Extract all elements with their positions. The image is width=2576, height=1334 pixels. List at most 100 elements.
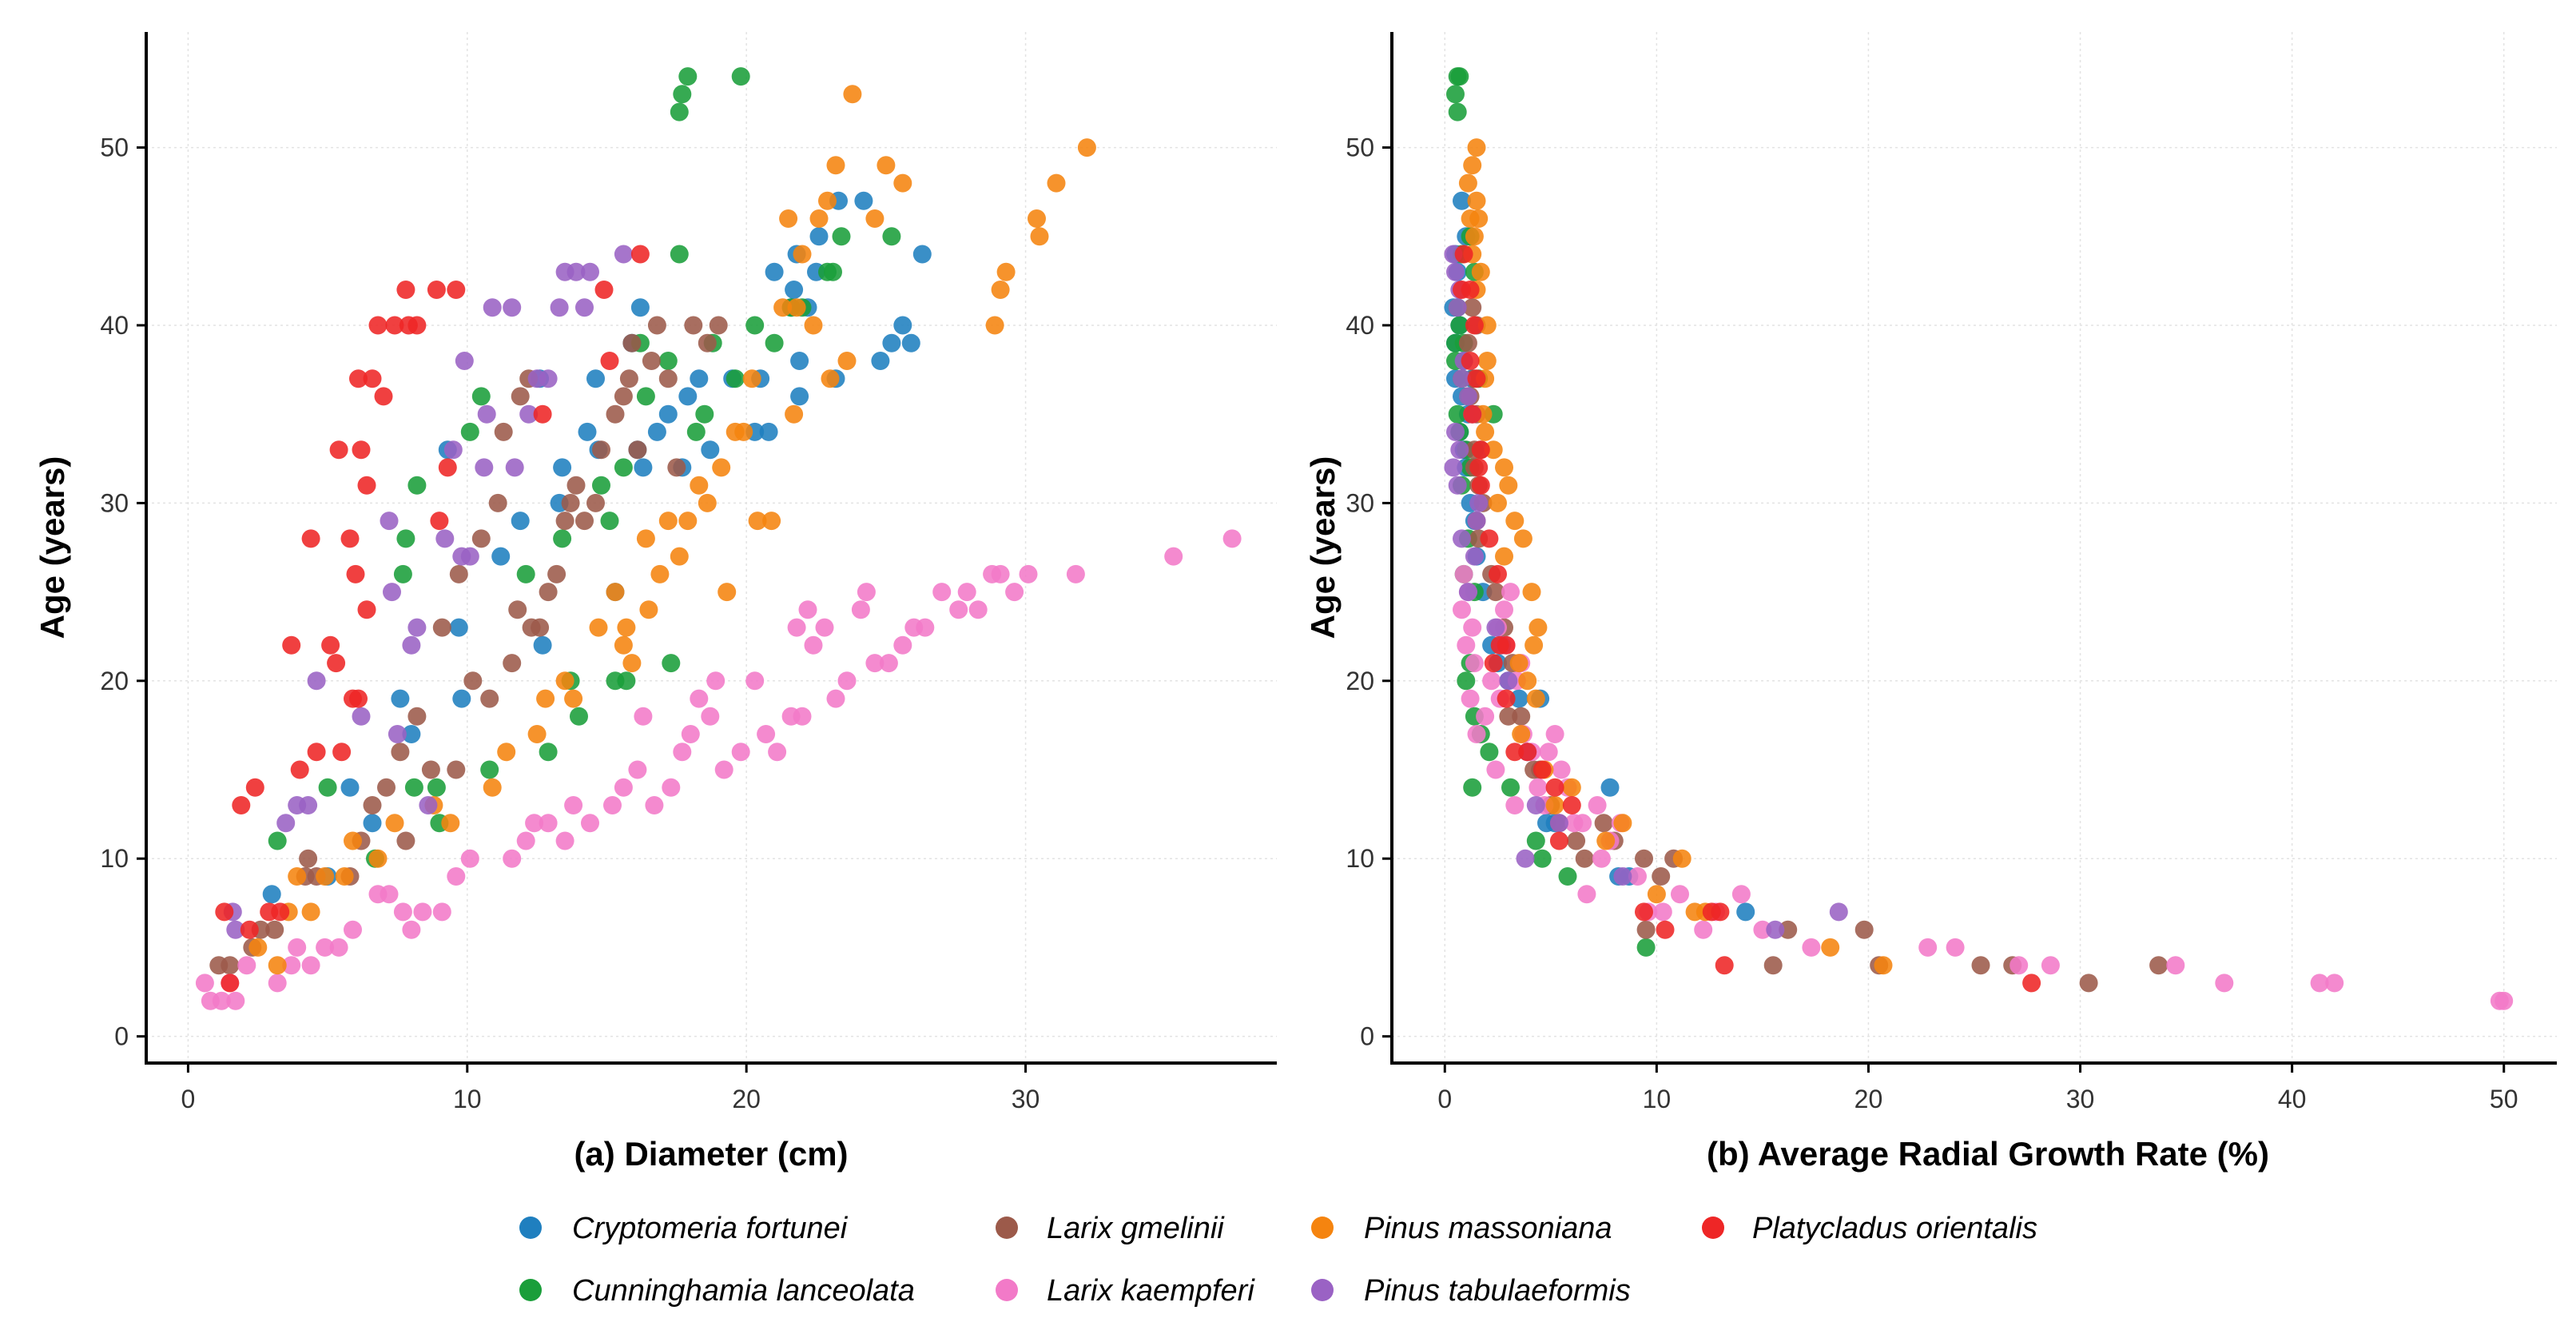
- point-cunninghamia-lanceolata-32: [725, 369, 745, 388]
- point-platycladus-orientalis-14: [1497, 689, 1516, 708]
- point-pinus-massoniana-7: [1471, 262, 1490, 281]
- point-pinus-massoniana-45: [821, 369, 840, 388]
- x-axis-title-b: (b) Average Radial Growth Rate (%): [1707, 1135, 2269, 1173]
- point-cunninghamia-lanceolata-4: [396, 529, 415, 548]
- point-larix-gmelinii-30: [547, 564, 566, 583]
- point-larix-gmelinii-21: [480, 689, 499, 708]
- y-tick-label-30: 30: [1346, 488, 1374, 517]
- point-pinus-tabulaeformis-19: [503, 298, 522, 317]
- legend-marker-larix-gmelinii: [996, 1217, 1018, 1239]
- point-cunninghamia-lanceolata-34: [745, 316, 765, 335]
- point-cryptomeria-fortunei-43: [871, 352, 890, 370]
- point-larix-gmelinii-12: [391, 743, 410, 762]
- point-cunninghamia-lanceolata-24: [662, 654, 681, 673]
- point-larix-gmelinii-34: [575, 512, 594, 531]
- point-pinus-tabulaeformis-19: [1526, 796, 1545, 814]
- point-larix-kaempferi-23: [525, 814, 544, 833]
- point-pinus-massoniana-48: [843, 85, 862, 104]
- point-pinus-massoniana-41: [793, 245, 812, 264]
- point-pinus-massoniana-16: [555, 671, 574, 691]
- legend-marker-larix-kaempferi: [996, 1279, 1018, 1301]
- point-platycladus-orientalis-14: [340, 529, 360, 548]
- x-tick-label-20: 20: [1854, 1085, 1883, 1113]
- point-pinus-massoniana-32: [1613, 814, 1632, 833]
- point-platycladus-orientalis-16: [346, 564, 365, 583]
- point-platycladus-orientalis-3: [1465, 316, 1484, 335]
- point-platycladus-orientalis-30: [533, 404, 552, 424]
- point-pinus-massoniana-4: [301, 902, 320, 922]
- series-pinus-massoniana: [248, 85, 1096, 975]
- point-platycladus-orientalis-7: [1471, 440, 1490, 460]
- point-larix-kaempferi-32: [1653, 902, 1672, 922]
- point-cryptomeria-fortunei-36: [790, 387, 809, 406]
- point-larix-kaempferi-2: [1453, 600, 1471, 619]
- point-pinus-tabulaeformis-24: [1829, 902, 1848, 922]
- y-tick-label-40: 40: [1346, 311, 1374, 340]
- point-cunninghamia-lanceolata-25: [658, 352, 678, 370]
- point-larix-gmelinii-48: [622, 333, 642, 352]
- point-larix-kaempferi-20: [460, 849, 479, 868]
- point-larix-gmelinii-22: [488, 493, 507, 512]
- ticks-b: 0 10 20 30 40 50 0 10 20 30 40 50: [1346, 133, 2518, 1113]
- y-axis-title-b: Age (years): [1304, 456, 1342, 639]
- y-tick-label-40: 40: [100, 311, 129, 340]
- point-larix-kaempferi-55: [916, 618, 935, 637]
- point-larix-gmelinii-32: [561, 493, 580, 512]
- point-pinus-tabulaeformis-11: [419, 796, 438, 814]
- point-larix-kaempferi-3: [1463, 618, 1482, 637]
- point-pinus-massoniana-32: [718, 583, 737, 602]
- point-platycladus-orientalis-1: [221, 974, 240, 993]
- series-pinus-tabulaeformis: [223, 245, 633, 939]
- point-pinus-tabulaeformis-8: [1446, 422, 1465, 441]
- point-cunninghamia-lanceolata-27: [670, 102, 689, 121]
- point-larix-gmelinii-41: [642, 352, 661, 370]
- point-pinus-massoniana-3: [288, 867, 307, 886]
- point-cunninghamia-lanceolata-23: [636, 387, 655, 406]
- point-cunninghamia-lanceolata-6: [407, 476, 427, 495]
- point-pinus-massoniana-20: [614, 635, 633, 655]
- point-cryptomeria-fortunei-16: [586, 369, 605, 388]
- point-pinus-massoniana-53: [991, 281, 1010, 299]
- point-larix-gmelinii-26: [1635, 849, 1653, 868]
- point-larix-gmelinii-1: [221, 956, 240, 975]
- point-pinus-massoniana-14: [1484, 440, 1503, 460]
- point-larix-kaempferi-22: [516, 831, 535, 850]
- point-larix-gmelinii-15: [421, 760, 440, 779]
- point-larix-kaempferi-25: [555, 831, 574, 850]
- point-pinus-massoniana-50: [877, 156, 896, 175]
- point-cunninghamia-lanceolata-29: [678, 67, 698, 86]
- point-larix-kaempferi-44: [798, 600, 817, 619]
- point-pinus-massoniana-20: [1513, 529, 1532, 548]
- point-platycladus-orientalis-22: [374, 387, 393, 406]
- point-platycladus-orientalis-28: [438, 458, 457, 477]
- point-pinus-tabulaeformis-31: [452, 547, 471, 566]
- point-larix-kaempferi-37: [714, 760, 733, 779]
- y-axis-title-a: Age (years): [34, 456, 71, 639]
- point-cunninghamia-lanceolata-10: [471, 387, 491, 406]
- point-larix-kaempferi-37: [1753, 920, 1772, 939]
- point-cunninghamia-lanceolata-26: [1463, 778, 1482, 797]
- point-pinus-tabulaeformis-26: [581, 262, 599, 281]
- point-pinus-tabulaeformis-21: [1516, 849, 1535, 868]
- point-larix-gmelinii-37: [606, 404, 625, 424]
- point-pinus-massoniana-33: [1647, 885, 1666, 904]
- x-tick-label-50: 50: [2490, 1085, 2518, 1113]
- point-larix-gmelinii-43: [658, 369, 678, 388]
- point-pinus-tabulaeformis-29: [505, 458, 524, 477]
- point-pinus-massoniana-12: [483, 778, 502, 797]
- point-pinus-massoniana-1: [1463, 156, 1482, 175]
- point-cryptomeria-fortunei-5: [402, 725, 421, 743]
- point-cryptomeria-fortunei-37: [790, 352, 809, 370]
- point-cryptomeria-fortunei-39: [809, 227, 829, 246]
- point-larix-kaempferi-53: [893, 635, 912, 655]
- point-larix-kaempferi-6: [1461, 689, 1480, 708]
- point-larix-kaempferi-25: [1577, 885, 1596, 904]
- point-pinus-massoniana-24: [639, 600, 658, 619]
- point-cryptomeria-fortunei-33: [765, 262, 784, 281]
- point-platycladus-orientalis-36: [349, 689, 368, 708]
- point-pinus-tabulaeformis-13: [443, 440, 463, 460]
- point-pinus-massoniana-51: [893, 173, 912, 193]
- series-platycladus-orientalis: [1453, 245, 2041, 993]
